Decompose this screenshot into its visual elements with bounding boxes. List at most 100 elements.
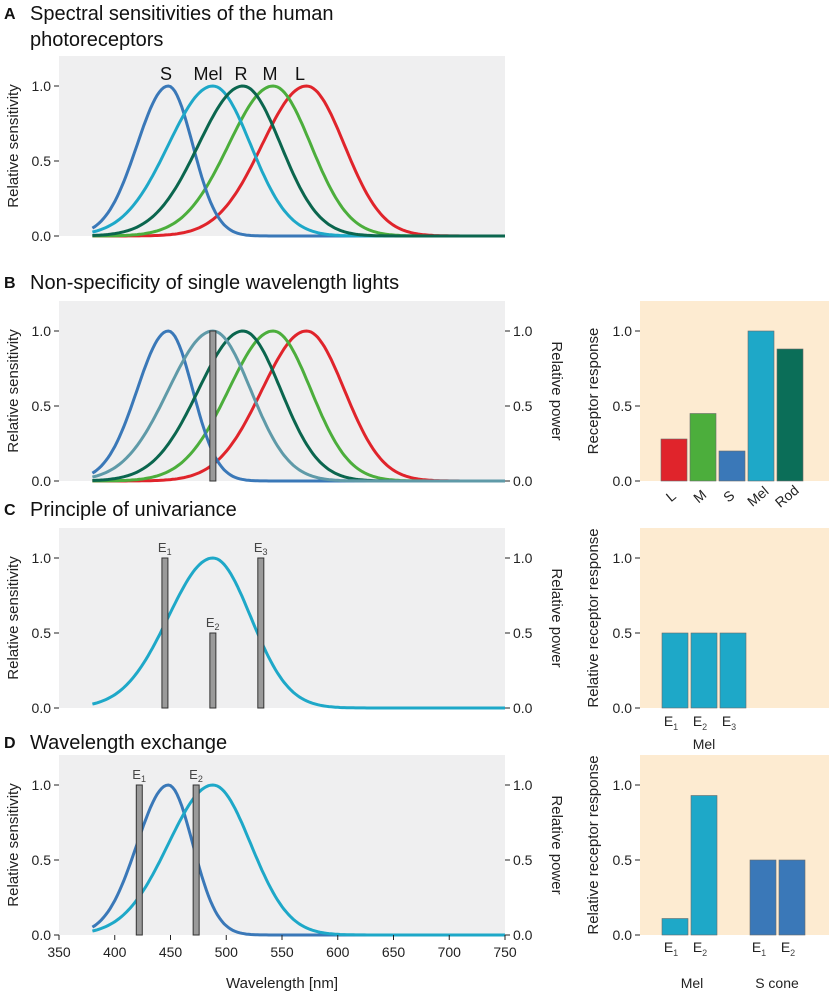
panel-c-bar-y-axis: 0.0 0.5 1.0	[613, 550, 640, 716]
panel-d-y-ticklabel: 1.0	[32, 777, 52, 793]
bar-scone-e2	[778, 859, 806, 936]
panel-a-curves	[91, 84, 505, 238]
bar-label-e2: E2	[693, 713, 707, 732]
curve-label-r: R	[235, 64, 248, 84]
panel-b-y-ticklabel: 0.5	[32, 398, 52, 414]
bar-e1	[661, 632, 689, 709]
panel-d-x-ticklabel: 600	[326, 944, 350, 960]
panel-c-title: Principle of univariance	[30, 499, 237, 521]
panel-d-x-ticklabel: 750	[493, 944, 517, 960]
panel-d-curves	[91, 783, 505, 937]
panel-a-letter: A	[4, 6, 16, 23]
light-bar-e1-label-sub: 1	[141, 774, 146, 784]
panel-d-x-ticklabel: 450	[159, 944, 183, 960]
panel-d-bar-y-ticklabel: 0.5	[613, 852, 633, 868]
panel-d-y2label: Relative power	[548, 795, 565, 894]
bar-label-scone-e2: E2	[781, 939, 795, 958]
bar-label-mel-e2: E2	[693, 939, 707, 958]
panel-d-group-label-mel: Mel	[681, 975, 704, 991]
panel-d-y-ticklabel: 0.0	[32, 927, 52, 943]
light-bar-e1	[135, 784, 143, 936]
bar-e3	[719, 632, 747, 709]
bar-label-scone-e2-sub: 2	[790, 948, 795, 958]
light-bar-e2-label-sub: 2	[215, 622, 220, 632]
bar-label-e3: E3	[722, 713, 736, 732]
bar-label-e1: E1	[664, 713, 678, 732]
panel-c-bar-y-ticklabel: 1.0	[613, 550, 633, 566]
panel-c-bars: E1 E2 E3	[661, 632, 747, 732]
panel-c-bar-y-ticklabel: 0.0	[613, 700, 633, 716]
light-bar-e2	[192, 784, 200, 936]
panel-b-y2-ticklabel: 0.5	[513, 398, 533, 414]
bar-s	[718, 450, 746, 482]
panel-a: A Spectral sensitivities of the human ph…	[4, 3, 505, 244]
bar-m	[689, 413, 717, 482]
panel-d-ylabel: Relative sensitivity	[5, 783, 22, 907]
panel-c-y-axis: 0.0 0.5 1.0	[32, 550, 59, 716]
panel-b-y-ticklabel: 1.0	[32, 323, 52, 339]
panel-d-group-label-scone: S cone	[755, 975, 799, 991]
curve-mel	[92, 556, 505, 710]
panel-b-y2-ticklabel: 1.0	[513, 323, 533, 339]
panel-c-y2-ticklabel: 0.5	[513, 625, 533, 641]
panel-d-y2-ticklabel: 0.0	[513, 927, 533, 943]
panel-d-title: Wavelength exchange	[30, 732, 227, 754]
panel-b-y-axis: 0.0 0.5 1.0	[32, 323, 59, 489]
bar-label-m: M	[690, 486, 709, 506]
panel-d-bar-y-ticklabel: 1.0	[613, 777, 633, 793]
bar-mel	[747, 330, 775, 482]
light-bar-e3	[257, 557, 265, 709]
panel-c-y2label: Relative power	[548, 568, 565, 667]
panel-b-y2-ticklabel: 0.0	[513, 473, 533, 489]
panel-a-title-line2: photoreceptors	[30, 29, 163, 51]
bar-label-scone-e1-sub: 1	[761, 948, 766, 958]
panel-d-bars: E1 E2 E1 E2	[661, 795, 806, 958]
bar-label-e2-sub: 2	[702, 722, 707, 732]
panel-b-y2-axis: 0.0 0.5 1.0	[505, 323, 533, 489]
light-bar-0	[209, 330, 217, 482]
panel-c-letter: C	[4, 502, 16, 519]
panel-c-bar-ylabel: Relative receptor response	[585, 528, 602, 707]
panel-c-curves	[92, 556, 505, 710]
panel-a-y-ticklabel: 1.0	[32, 78, 52, 94]
bar-scone-e1	[749, 859, 777, 936]
panel-d-x-ticklabel: 650	[382, 944, 406, 960]
curve-label-l: L	[295, 64, 305, 84]
panel-d: D Wavelength exchange E1 E2 0.0 0.5 1.0 0.0…	[4, 732, 829, 992]
light-bar-e1	[161, 557, 169, 709]
panel-c-y2-ticklabel: 1.0	[513, 550, 533, 566]
panel-b-letter: B	[4, 275, 16, 292]
panel-d-x-ticklabel: 400	[103, 944, 127, 960]
panel-a-y-ticklabel: 0.0	[32, 228, 52, 244]
panel-d-letter: D	[4, 735, 16, 752]
bar-label-scone-e1: E1	[752, 939, 766, 958]
panel-d-xlabel: Wavelength [nm]	[226, 975, 338, 992]
light-bar-e3-label-sub: 3	[262, 547, 267, 557]
panel-c-y-ticklabel: 0.5	[32, 625, 52, 641]
panel-d-bar-ylabel: Relative receptor response	[585, 755, 602, 934]
curve-label-m: M	[263, 64, 278, 84]
panel-b: B Non-specificity of single wavelength l…	[4, 272, 829, 511]
bar-label-l: L	[663, 487, 679, 504]
panel-b-title: Non-specificity of single wavelength lig…	[30, 272, 399, 294]
curve-mel	[92, 783, 505, 937]
curve-label-mel: Mel	[193, 64, 222, 84]
bar-rod	[776, 348, 804, 482]
light-bar-e1-label-sub: 1	[167, 547, 172, 557]
curve-label-s: S	[160, 64, 172, 84]
panel-d-y-axis: 0.0 0.5 1.0	[32, 777, 59, 943]
panel-c-bar-y-ticklabel: 0.5	[613, 625, 633, 641]
light-bar-e2-label-sub: 2	[198, 774, 203, 784]
bar-mel-e1	[661, 918, 689, 936]
panel-d-y-ticklabel: 0.5	[32, 852, 52, 868]
panel-d-x-ticklabel: 500	[215, 944, 239, 960]
panel-a-ylabel: Relative sensitivity	[5, 84, 22, 208]
panel-d-x-ticklabel: 350	[47, 944, 71, 960]
light-bar-e2	[209, 632, 217, 709]
bar-e2	[690, 632, 718, 709]
bar-label-e3-sub: 3	[731, 722, 736, 732]
panel-d-y2-ticklabel: 1.0	[513, 777, 533, 793]
panel-a-title-line1: Spectral sensitivities of the human	[30, 3, 334, 25]
panel-d-bar-y-ticklabel: 0.0	[613, 927, 633, 943]
